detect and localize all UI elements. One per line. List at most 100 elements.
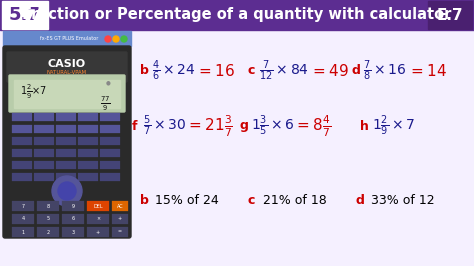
Bar xyxy=(78,161,98,169)
Text: $= \mathit{8\frac{4}{7}}$: $= \mathit{8\frac{4}{7}}$ xyxy=(294,113,331,139)
Bar xyxy=(62,214,84,224)
Text: E.7: E.7 xyxy=(437,7,463,23)
Text: fx-ES GT PLUS Emulator: fx-ES GT PLUS Emulator xyxy=(40,36,99,41)
Text: $\frac{77}{9}$: $\frac{77}{9}$ xyxy=(100,95,110,113)
Bar xyxy=(112,227,128,237)
Text: h: h xyxy=(360,119,369,132)
Text: $1\frac{2}{9}{\times}7$: $1\frac{2}{9}{\times}7$ xyxy=(20,83,47,101)
Bar xyxy=(87,201,109,211)
Bar xyxy=(34,137,54,145)
Bar xyxy=(100,173,120,181)
Bar xyxy=(56,173,76,181)
Text: 3: 3 xyxy=(72,230,74,235)
Bar xyxy=(34,161,54,169)
Bar xyxy=(12,161,32,169)
Text: 15% of 24: 15% of 24 xyxy=(155,194,219,207)
Circle shape xyxy=(58,182,76,200)
Text: ●: ● xyxy=(106,81,110,85)
Bar xyxy=(12,201,34,211)
Text: g: g xyxy=(240,119,249,132)
Text: 1: 1 xyxy=(21,230,25,235)
Bar xyxy=(37,227,59,237)
Bar xyxy=(56,149,76,157)
Bar xyxy=(428,1,472,29)
Text: c: c xyxy=(248,64,255,77)
Text: c: c xyxy=(248,194,255,207)
Bar xyxy=(12,214,34,224)
Bar xyxy=(37,201,59,211)
Text: d: d xyxy=(352,64,361,77)
Bar xyxy=(3,31,131,46)
Text: b: b xyxy=(140,194,149,207)
Circle shape xyxy=(113,36,119,42)
Text: 6: 6 xyxy=(72,217,74,222)
Bar xyxy=(87,227,109,237)
Text: $1\frac{3}{5} \times 6$: $1\frac{3}{5} \times 6$ xyxy=(251,114,295,138)
Text: 7: 7 xyxy=(21,203,25,209)
Text: 8: 8 xyxy=(46,203,50,209)
FancyBboxPatch shape xyxy=(9,75,125,112)
Bar xyxy=(56,125,76,133)
Text: 2: 2 xyxy=(46,230,50,235)
Text: DEL: DEL xyxy=(93,203,103,209)
Text: +: + xyxy=(118,217,122,222)
Bar xyxy=(34,125,54,133)
Bar xyxy=(112,201,128,211)
Text: $\frac{7}{8} \times 16$: $\frac{7}{8} \times 16$ xyxy=(363,59,407,83)
Bar xyxy=(14,80,120,108)
Bar xyxy=(62,227,84,237)
Circle shape xyxy=(121,36,127,42)
Bar xyxy=(100,113,120,121)
Bar xyxy=(56,113,76,121)
Bar xyxy=(2,1,48,29)
Circle shape xyxy=(52,176,82,206)
Text: 33% of 12: 33% of 12 xyxy=(371,194,435,207)
Text: 5: 5 xyxy=(46,217,50,222)
Bar xyxy=(78,137,98,145)
Bar xyxy=(100,125,120,133)
Bar xyxy=(87,214,109,224)
FancyBboxPatch shape xyxy=(3,46,131,238)
Text: $= \mathit{21\frac{3}{7}}$: $= \mathit{21\frac{3}{7}}$ xyxy=(186,113,233,139)
Bar xyxy=(34,149,54,157)
Bar xyxy=(78,113,98,121)
Circle shape xyxy=(105,36,111,42)
Text: b: b xyxy=(140,64,149,77)
Text: 21% of 18: 21% of 18 xyxy=(263,194,327,207)
Bar xyxy=(56,137,76,145)
Bar xyxy=(12,227,34,237)
Bar xyxy=(62,201,84,211)
Text: AC: AC xyxy=(117,203,123,209)
Text: CASIO: CASIO xyxy=(48,59,86,69)
Bar xyxy=(78,149,98,157)
Bar xyxy=(56,161,76,169)
Bar xyxy=(34,113,54,121)
Text: $\frac{4}{6} \times 24$: $\frac{4}{6} \times 24$ xyxy=(152,59,196,83)
Text: 9: 9 xyxy=(72,203,74,209)
Text: =: = xyxy=(118,230,122,235)
Bar xyxy=(37,214,59,224)
Text: $\frac{5}{7} \times 30$: $\frac{5}{7} \times 30$ xyxy=(143,114,187,138)
Text: 5.7: 5.7 xyxy=(9,6,41,24)
Text: $= \mathit{16}$: $= \mathit{16}$ xyxy=(196,63,235,79)
Text: $1\frac{2}{9} \times 7$: $1\frac{2}{9} \times 7$ xyxy=(372,114,415,138)
Text: Fraction or Percentage of a quantity with calculator: Fraction or Percentage of a quantity wit… xyxy=(22,7,452,23)
Bar xyxy=(100,149,120,157)
FancyBboxPatch shape xyxy=(7,52,127,82)
Bar xyxy=(12,137,32,145)
Text: ×: × xyxy=(96,217,100,222)
Bar xyxy=(0,30,474,266)
Text: $\frac{7}{12} \times 84$: $\frac{7}{12} \times 84$ xyxy=(259,59,309,83)
Text: 4: 4 xyxy=(21,217,25,222)
Text: $= \mathit{49}$: $= \mathit{49}$ xyxy=(310,63,349,79)
Bar xyxy=(12,113,32,121)
Text: f: f xyxy=(132,119,137,132)
Bar xyxy=(12,149,32,157)
Bar xyxy=(112,214,128,224)
Text: d: d xyxy=(356,194,365,207)
Bar xyxy=(100,161,120,169)
Bar xyxy=(34,173,54,181)
Bar xyxy=(78,125,98,133)
Bar xyxy=(78,173,98,181)
Bar xyxy=(12,125,32,133)
